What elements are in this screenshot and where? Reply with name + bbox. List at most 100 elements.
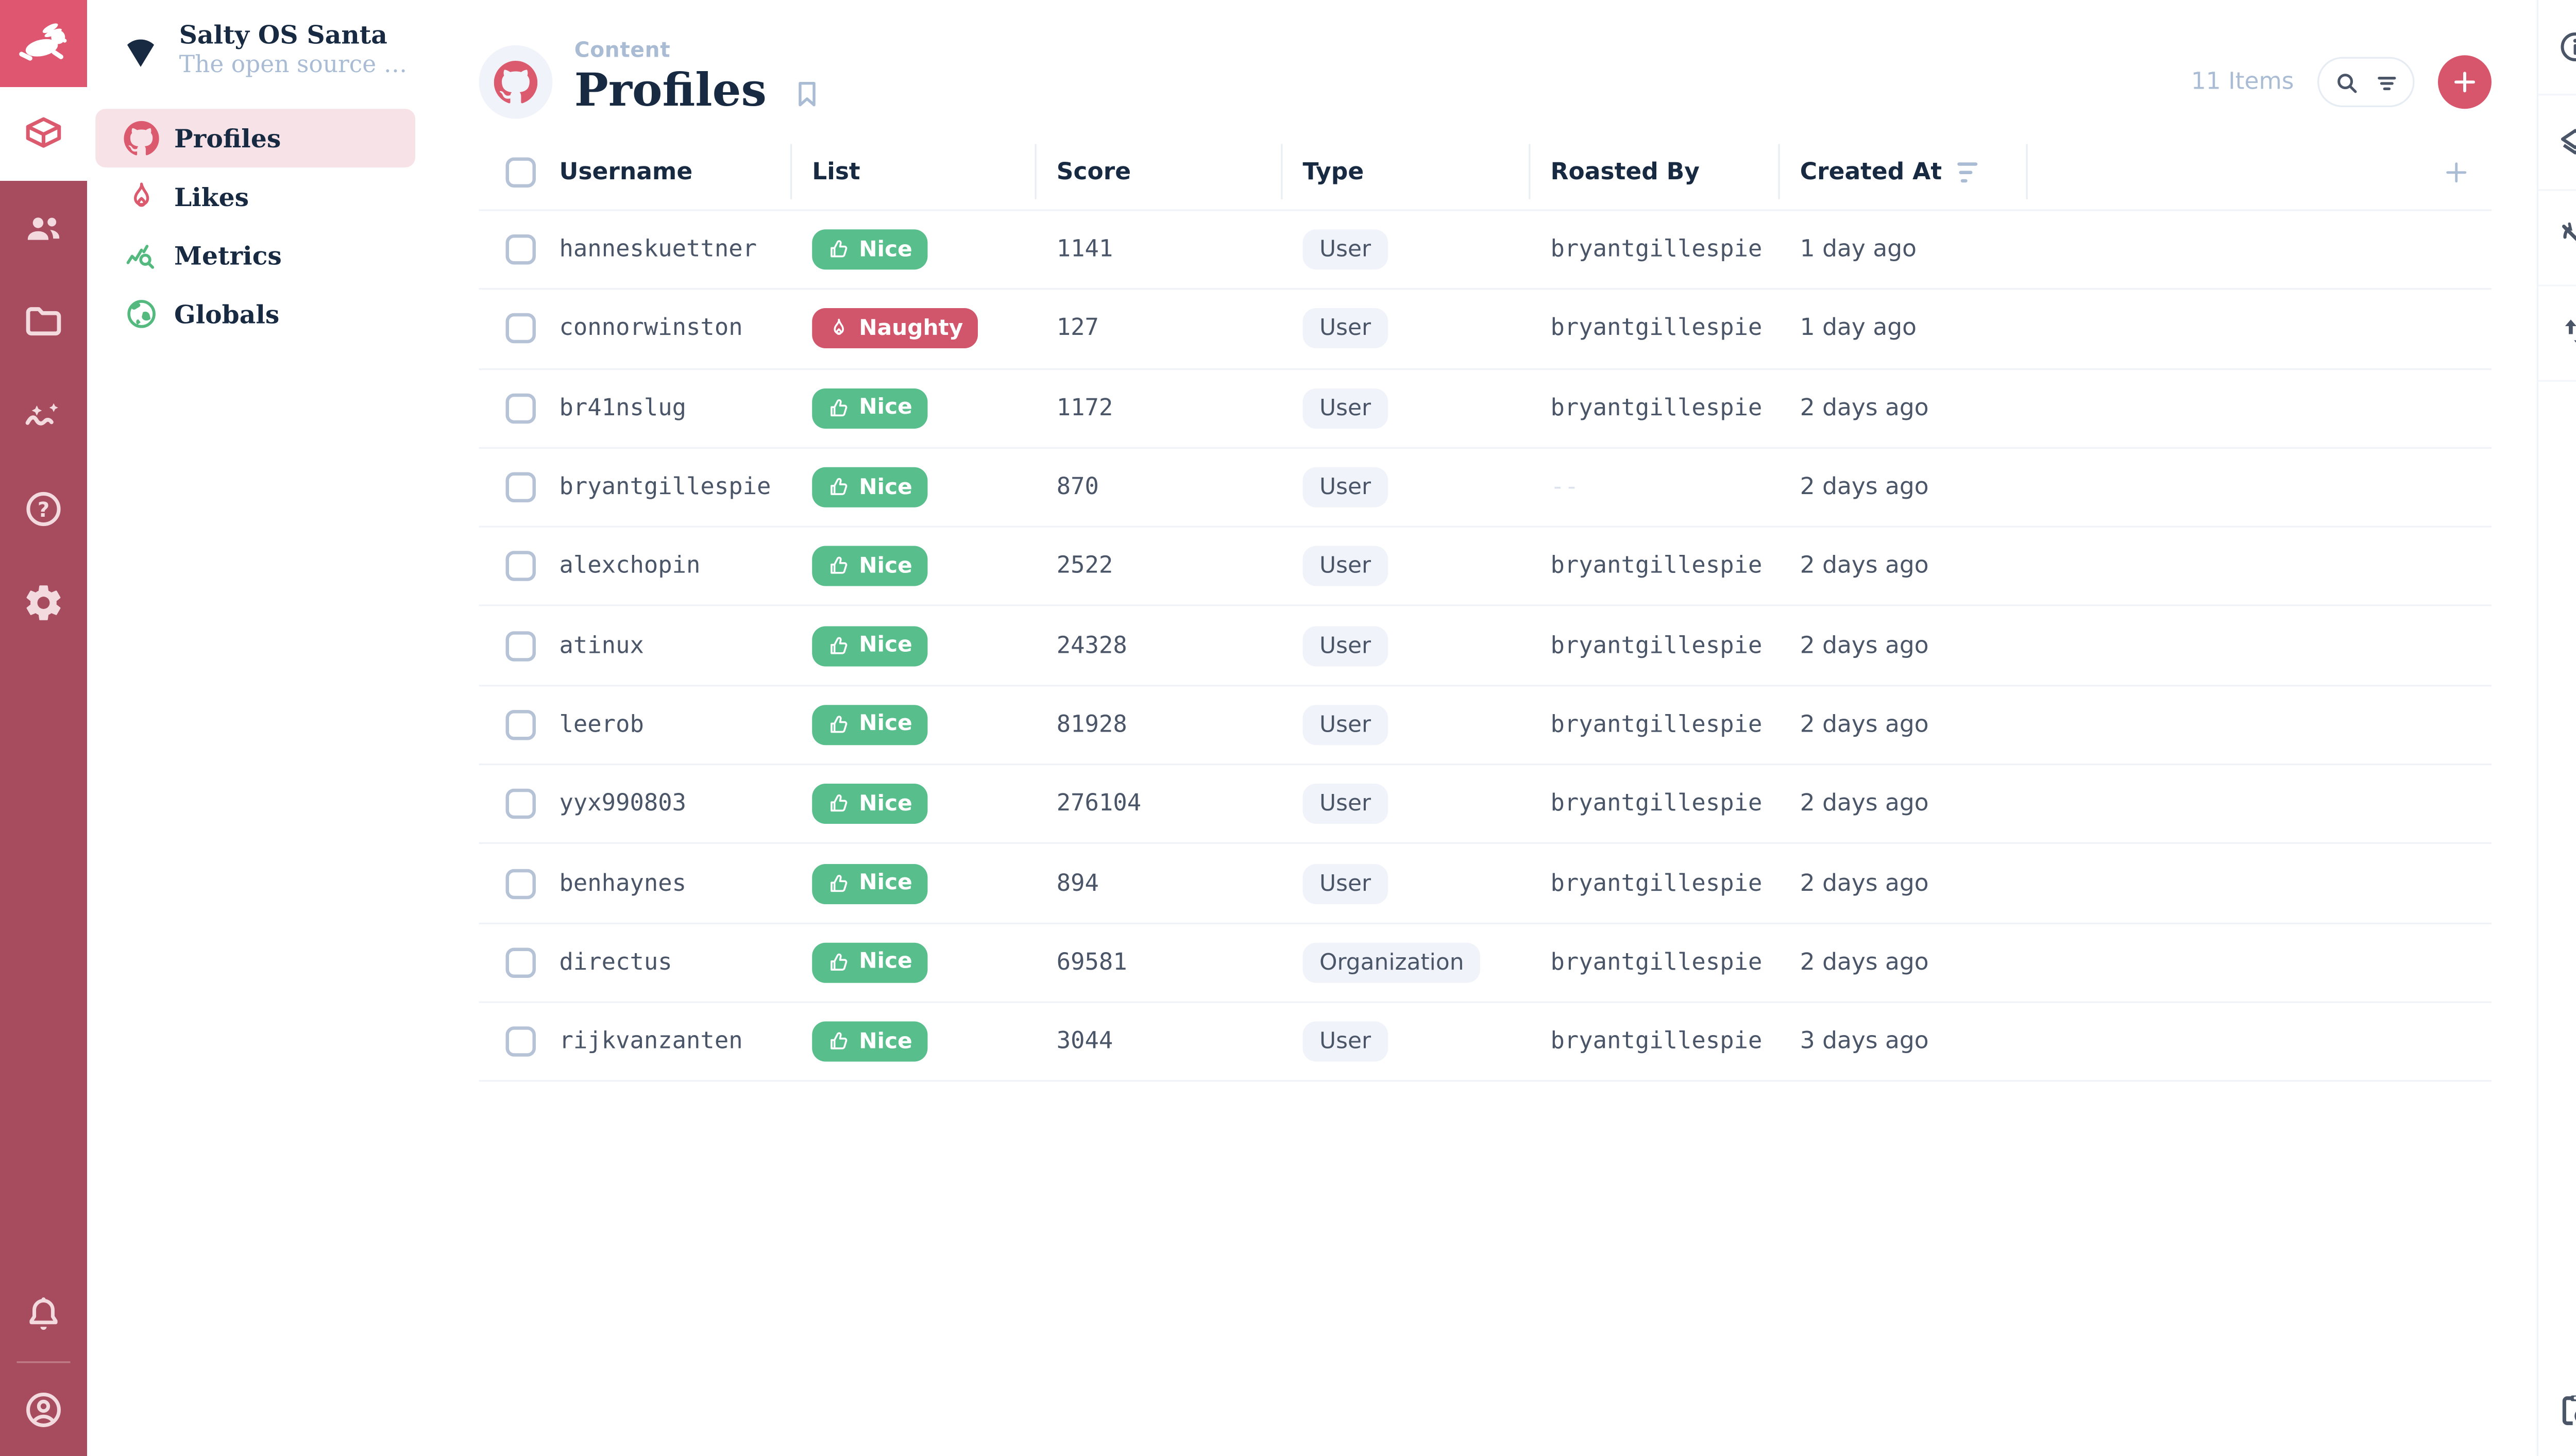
table-row[interactable]: connorwinston Naughty 127 User bryantgillesp… — [479, 290, 2492, 369]
type-badge: User — [1302, 467, 1388, 507]
row-checkbox[interactable] — [505, 551, 536, 582]
search-icon[interactable] — [2332, 68, 2360, 96]
list-cell: Nice — [792, 625, 1037, 666]
row-checkbox[interactable] — [505, 868, 536, 899]
module-insights[interactable] — [0, 368, 87, 462]
row-checkbox[interactable] — [505, 234, 536, 265]
type-cell: User — [1283, 704, 1531, 745]
module-bar-divider — [16, 1360, 71, 1363]
row-select-cell — [479, 234, 560, 265]
bookmark-icon[interactable] — [790, 77, 823, 110]
username-cell: leerob — [560, 712, 792, 738]
project-fan-icon — [119, 28, 163, 72]
type-badge: User — [1302, 309, 1388, 349]
table-row[interactable]: directus Nice 69581 Organization bryantgille… — [479, 924, 2492, 1003]
filter-icon[interactable] — [2372, 68, 2400, 96]
module-settings[interactable] — [0, 556, 87, 650]
roasted-by-value: bryantgillespie — [1550, 553, 1762, 580]
project-text: Salty OS Santa The open source naug... — [179, 20, 412, 79]
project-header[interactable]: Salty OS Santa The open source naug... — [87, 13, 435, 99]
module-help[interactable]: ? — [0, 462, 87, 556]
nav-item-label: Profiles — [174, 123, 281, 154]
activity-button[interactable] — [2538, 1362, 2576, 1456]
nav-item-profiles[interactable]: Profiles — [95, 109, 415, 167]
row-select-cell — [479, 551, 560, 582]
project-name: Salty OS Santa — [179, 20, 387, 50]
username-cell: benhaynes — [560, 870, 792, 896]
row-checkbox[interactable] — [505, 631, 536, 661]
module-content[interactable] — [0, 87, 87, 181]
table-row[interactable]: leerob Nice 81928 User bryantgillespie 2 days… — [479, 686, 2492, 766]
table-row[interactable]: benhaynes Nice 894 User bryantgillespie 2 day… — [479, 844, 2492, 924]
username-value: yyx990803 — [559, 790, 687, 818]
username-value: rijkvanzanten — [559, 1028, 743, 1055]
add-item-button[interactable] — [2438, 55, 2492, 109]
list-badge: Naughty — [812, 309, 978, 349]
created-at-cell: 2 days ago — [1780, 395, 2028, 421]
table-row[interactable]: atinux Nice 24328 User bryantgillespie 2 days… — [479, 607, 2492, 686]
roasted-by-value: -- — [1550, 473, 1579, 501]
row-checkbox[interactable] — [505, 393, 536, 424]
type-cell: User — [1283, 1021, 1531, 1062]
list-badge: Nice — [812, 388, 928, 429]
module-files[interactable] — [0, 275, 87, 368]
row-checkbox[interactable] — [505, 789, 536, 819]
row-checkbox[interactable] — [505, 947, 536, 978]
sync-disabled-button[interactable] — [2538, 191, 2576, 286]
row-checkbox[interactable] — [505, 1026, 536, 1057]
module-users[interactable] — [0, 181, 87, 275]
list-cell: Nice — [792, 784, 1037, 824]
username-value: directus — [559, 949, 672, 976]
table-row[interactable]: hanneskuettner Nice 1141 User bryantgillespi… — [479, 211, 2492, 291]
column-header-list[interactable]: List — [792, 142, 1037, 201]
table-row[interactable]: rijkvanzanten Nice 3044 User bryantgillespie… — [479, 1003, 2492, 1082]
type-cell: User — [1283, 467, 1531, 507]
layers-icon — [2557, 124, 2576, 161]
created-at-cell: 2 days ago — [1780, 712, 2028, 738]
table-row[interactable]: alexchopin Nice 2522 User bryantgillespie 2 d… — [479, 528, 2492, 607]
score-value: 894 — [1056, 870, 1099, 897]
row-checkbox[interactable] — [505, 472, 536, 503]
table-row[interactable]: bryantgillespie Nice 870 User -- 2 days ago — [479, 449, 2492, 528]
account-button[interactable] — [0, 1362, 87, 1456]
header-select-cell — [479, 142, 560, 201]
nav-item-metrics[interactable]: Metrics — [95, 226, 415, 285]
select-all-checkbox[interactable] — [505, 156, 536, 187]
score-cell: 894 — [1037, 870, 1283, 896]
info-button[interactable] — [2538, 0, 2576, 96]
column-header-type[interactable]: Type — [1283, 142, 1531, 201]
username-value: br41nslug — [559, 395, 687, 422]
column-header-created-at[interactable]: Created At — [1780, 142, 2028, 201]
table-row[interactable]: yyx990803 Nice 276104 User bryantgillespie 2 … — [479, 766, 2492, 845]
app-logo-button[interactable] — [0, 0, 87, 87]
list-cell: Naughty — [792, 309, 1037, 349]
roasted-by-cell: bryantgillespie — [1531, 632, 1780, 659]
bell-icon — [22, 1292, 65, 1336]
type-cell: User — [1283, 229, 1531, 270]
type-cell: User — [1283, 388, 1531, 429]
type-badge: User — [1302, 784, 1388, 824]
notifications-button[interactable] — [0, 1267, 87, 1361]
nav-item-likes[interactable]: Likes — [95, 167, 415, 226]
page-header: Content Profiles 11 Items — [435, 0, 2537, 119]
list-badge: Nice — [812, 467, 928, 507]
column-header-score[interactable]: Score — [1037, 142, 1283, 201]
nav-item-globals[interactable]: Globals — [95, 285, 415, 344]
column-header-username[interactable]: Username — [560, 142, 792, 201]
layers-button[interactable] — [2538, 95, 2576, 191]
row-checkbox[interactable] — [505, 709, 536, 740]
breadcrumb[interactable]: Content — [574, 37, 671, 62]
type-badge: User — [1302, 388, 1388, 429]
import-export-button[interactable] — [2538, 286, 2576, 382]
thumbs-up-icon — [827, 713, 851, 737]
row-checkbox[interactable] — [505, 314, 536, 344]
add-column-button[interactable] — [2028, 142, 2492, 201]
table-body: hanneskuettner Nice 1141 User bryantgillespi… — [479, 209, 2492, 1082]
column-header-roasted-by[interactable]: Roasted By — [1531, 142, 1780, 201]
title-block: Content Profiles — [574, 37, 824, 117]
table-row[interactable]: br41nslug Nice 1172 User bryantgillespie 2 da… — [479, 369, 2492, 449]
created-at-cell: 2 days ago — [1780, 553, 2028, 580]
score-cell: 69581 — [1037, 949, 1283, 976]
list-badge: Nice — [812, 1021, 928, 1062]
